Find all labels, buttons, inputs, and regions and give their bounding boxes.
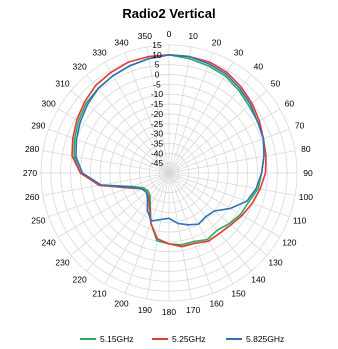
grid-spoke bbox=[86, 172, 170, 272]
grid-spoke bbox=[48, 172, 170, 218]
grid-spoke bbox=[124, 172, 170, 294]
chart-title: Radio2 Vertical bbox=[122, 6, 215, 21]
angle-tick-label: 270 bbox=[23, 168, 37, 178]
angle-tick-label: 310 bbox=[55, 79, 69, 89]
angle-tick-label: 120 bbox=[282, 238, 296, 248]
angle-tick-label: 220 bbox=[73, 274, 87, 284]
radial-tick-label: -45 bbox=[151, 158, 164, 168]
angle-tick-label: 340 bbox=[114, 37, 128, 47]
angle-tick-label: 320 bbox=[73, 62, 87, 72]
polar-grid bbox=[40, 44, 298, 302]
angle-tick-label: 240 bbox=[42, 238, 56, 248]
grid-spoke bbox=[168, 61, 234, 174]
grid-spoke bbox=[124, 52, 170, 174]
angle-tick-label: 40 bbox=[254, 62, 264, 72]
angle-labels: 0 102030405060708090100110120130140150160… bbox=[23, 29, 313, 317]
radial-tick-label: 15 bbox=[152, 40, 162, 50]
radial-tick-label: 10 bbox=[152, 50, 162, 60]
series-lines bbox=[71, 54, 267, 248]
legend-label: 5.825GHz bbox=[246, 334, 284, 344]
grid-spoke bbox=[168, 172, 252, 272]
series-line-525ghz bbox=[71, 54, 267, 248]
grid-spoke bbox=[42, 172, 170, 196]
radial-tick-label: -20 bbox=[151, 109, 164, 119]
grid-spoke bbox=[104, 172, 170, 285]
radial-tick-label: -25 bbox=[151, 119, 164, 129]
grid-spoke bbox=[168, 52, 214, 174]
grid-spoke bbox=[70, 172, 170, 256]
grid-spoke bbox=[146, 46, 170, 174]
radial-tick-label: -15 bbox=[151, 99, 164, 109]
radial-tick-label: -5 bbox=[153, 79, 161, 89]
angle-tick-label: 300 bbox=[42, 99, 56, 109]
angle-tick-label: 60 bbox=[285, 99, 295, 109]
angle-tick-label: 130 bbox=[268, 257, 282, 267]
angle-tick-label: 170 bbox=[186, 305, 200, 315]
angle-tick-label: 140 bbox=[251, 274, 265, 284]
grid-spoke bbox=[57, 172, 170, 238]
angle-tick-label: 110 bbox=[293, 216, 307, 226]
grid-spoke bbox=[48, 128, 170, 174]
grid-spoke bbox=[168, 150, 296, 174]
grid-spoke bbox=[42, 150, 170, 174]
radial-tick-label: -35 bbox=[151, 138, 164, 148]
radial-tick-label: -40 bbox=[151, 148, 164, 158]
grid-spoke bbox=[168, 128, 290, 174]
radial-tick-label: -30 bbox=[151, 129, 164, 139]
radial-tick-label: -10 bbox=[151, 89, 164, 99]
grid-spoke bbox=[168, 172, 192, 300]
grid-spoke bbox=[86, 74, 170, 174]
grid-spoke bbox=[146, 172, 170, 300]
angle-tick-label: 190 bbox=[138, 305, 152, 315]
grid-spoke bbox=[168, 108, 281, 174]
grid-spoke bbox=[168, 172, 234, 285]
angle-tick-label: 330 bbox=[92, 48, 106, 58]
grid-spoke bbox=[168, 172, 290, 218]
angle-tick-label: 290 bbox=[31, 120, 45, 130]
grid-spoke bbox=[168, 172, 296, 196]
angle-tick-label: 160 bbox=[209, 299, 223, 309]
angle-tick-label: 0 bbox=[167, 29, 172, 39]
angle-tick-label: 100 bbox=[299, 192, 313, 202]
angle-tick-label: 350 bbox=[138, 31, 152, 41]
angle-tick-label: 250 bbox=[31, 216, 45, 226]
legend: 5.15GHz 5.25GHz 5.825GHz bbox=[80, 334, 284, 344]
angle-tick-label: 280 bbox=[25, 144, 39, 154]
grid-spoke bbox=[168, 172, 214, 294]
radial-tick-label: 5 bbox=[155, 60, 160, 70]
grid-spoke bbox=[168, 172, 281, 238]
angle-tick-label: 10 bbox=[188, 31, 198, 41]
angle-tick-label: 180 bbox=[162, 307, 176, 317]
grid-spoke bbox=[168, 172, 268, 256]
angle-tick-label: 210 bbox=[92, 288, 106, 298]
grid-spoke bbox=[168, 46, 192, 174]
angle-tick-label: 50 bbox=[271, 79, 281, 89]
legend-label: 5.15GHz bbox=[100, 334, 134, 344]
angle-tick-label: 150 bbox=[231, 288, 245, 298]
radial-tick-label: 0 bbox=[155, 70, 160, 80]
angle-tick-label: 90 bbox=[303, 168, 313, 178]
series-line-5825ghz bbox=[75, 54, 265, 226]
angle-tick-label: 20 bbox=[212, 37, 222, 47]
angle-tick-label: 260 bbox=[25, 192, 39, 202]
legend-label: 5.25GHz bbox=[172, 334, 206, 344]
angle-tick-label: 230 bbox=[55, 257, 69, 267]
grid-spoke bbox=[168, 74, 252, 174]
grid-spoke bbox=[104, 61, 170, 174]
angle-tick-label: 30 bbox=[234, 48, 244, 58]
angle-tick-label: 70 bbox=[295, 120, 305, 130]
angle-tick-label: 80 bbox=[301, 144, 311, 154]
angle-tick-label: 200 bbox=[114, 299, 128, 309]
